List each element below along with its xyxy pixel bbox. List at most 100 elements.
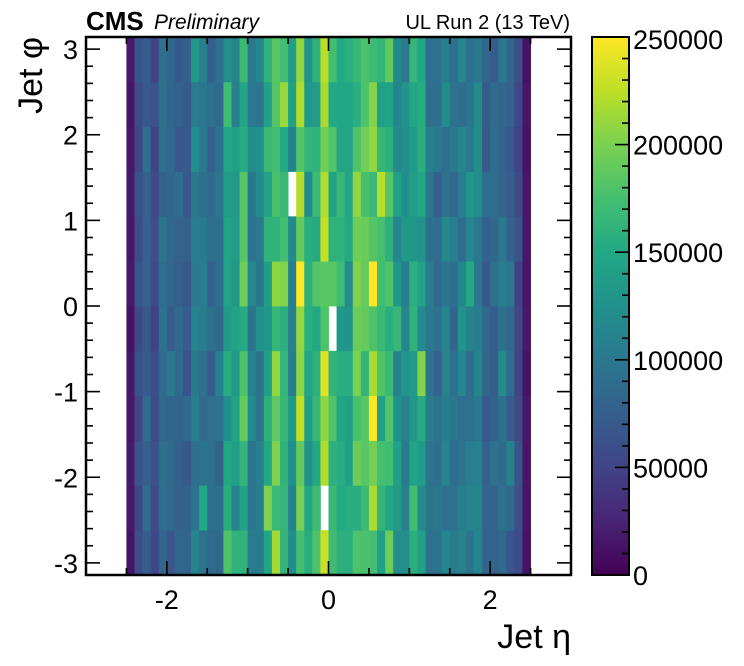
heatmap-cell: [368, 306, 378, 352]
heatmap-cell: [506, 126, 515, 172]
heatmap-cell: [490, 395, 499, 441]
heatmap-cell: [231, 216, 240, 262]
heatmap-cell: [457, 261, 467, 307]
heatmap-cell: [377, 530, 386, 576]
heatmap-cell: [498, 306, 507, 352]
heatmap-cell: [474, 216, 483, 262]
heatmap-cell: [522, 485, 531, 531]
heatmap-cell: [142, 485, 152, 531]
heatmap-cell: [255, 261, 265, 307]
x-tick-label: 2: [483, 585, 498, 615]
heatmap-cell: [368, 81, 378, 128]
heatmap-cell: [296, 350, 305, 397]
y-axis-title: Jet φ: [12, 37, 50, 114]
heatmap-cell: [425, 261, 434, 307]
heatmap-cell: [158, 126, 168, 172]
heatmap-cell: [271, 530, 281, 576]
heatmap-cell: [506, 530, 515, 576]
cms-label: CMS: [86, 6, 144, 36]
heatmap-cell: [247, 485, 257, 531]
heatmap-cell: [425, 37, 434, 83]
heatmap-cell: [344, 440, 354, 486]
heatmap-cell: [263, 81, 273, 128]
heatmap-cell: [328, 126, 337, 172]
heatmap-cell: [223, 216, 232, 262]
colorbar-tick-label: 50000: [633, 453, 708, 483]
heatmap-cell: [385, 306, 394, 352]
heatmap-cell: [336, 395, 346, 441]
heatmap-cell: [296, 171, 305, 217]
heatmap-cell: [271, 126, 281, 172]
heatmap-cell: [401, 171, 410, 217]
heatmap-cell: [142, 350, 152, 397]
heatmap-cell: [255, 440, 265, 486]
heatmap-cell: [465, 395, 475, 441]
heatmap-cell: [271, 81, 281, 128]
heatmap-cell: [425, 126, 434, 172]
heatmap-cell: [312, 81, 321, 128]
heatmap-cell: [449, 81, 459, 128]
heatmap-cell: [312, 216, 321, 262]
heatmap-cell: [215, 350, 224, 397]
heatmap-cell: [506, 171, 515, 217]
heatmap-cell: [126, 306, 135, 352]
heatmap-cell: [280, 306, 289, 352]
heatmap-cell: [409, 395, 418, 441]
heatmap-cell: [126, 395, 135, 441]
heatmap-cell: [360, 485, 370, 531]
heatmap-cell: [280, 37, 289, 83]
heatmap-cell: [328, 171, 337, 217]
heatmap-cell: [320, 37, 329, 83]
heatmap-cell: [191, 530, 200, 576]
heatmap-cell: [401, 485, 410, 531]
heatmap-cell: [425, 440, 434, 486]
heatmap-cell: [336, 171, 346, 217]
heatmap-cell: [409, 306, 418, 352]
heatmap-cell: [166, 350, 176, 397]
heatmap-cell: [255, 485, 265, 531]
heatmap-cell: [296, 81, 305, 128]
x-axis-ticks: -2 0 2: [85, 37, 572, 615]
heatmap-cell: [158, 440, 168, 486]
heatmap-cell: [271, 171, 281, 217]
heatmap-cell: [417, 530, 426, 576]
heatmap-cell: [231, 440, 240, 486]
heatmap-cell: [465, 126, 475, 172]
heatmap-cell: [296, 306, 305, 352]
heatmap-cell: [288, 261, 297, 307]
heatmap-cell: [158, 81, 168, 128]
heatmap-cell: [263, 126, 273, 172]
heatmap-cell: [247, 395, 257, 441]
heatmap-cell: [134, 216, 143, 262]
heatmap-cell: [425, 171, 434, 217]
colorbar-tick-label: 150000: [633, 238, 723, 268]
heatmap-cell: [320, 530, 329, 576]
heatmap-cell: [401, 216, 410, 262]
heatmap-cell: [368, 440, 378, 486]
heatmap-cell: [336, 81, 346, 128]
heatmap-cell: [126, 261, 135, 307]
heatmap-cell: [134, 261, 143, 307]
heatmap-cell: [207, 126, 216, 172]
heatmap-cell: [441, 171, 451, 217]
heatmap-cell: [482, 350, 491, 397]
heatmap-cell: [328, 485, 337, 531]
heatmap-cell: [223, 395, 232, 441]
heatmap-cell: [385, 126, 394, 172]
heatmap-cell: [280, 350, 289, 397]
heatmap-cell: [134, 440, 143, 486]
heatmap-cell: [401, 440, 410, 486]
heatmap-cell: [490, 261, 499, 307]
heatmap-cell: [247, 126, 257, 172]
heatmap-cell: [449, 261, 459, 307]
heatmap-cell: [215, 306, 224, 352]
heatmap-cell: [280, 81, 289, 128]
heatmap-cell: [239, 440, 249, 486]
heatmap-cell: [142, 395, 152, 441]
heatmap-cell: [207, 216, 216, 262]
heatmap-cell: [465, 485, 475, 531]
preliminary-label: Preliminary: [154, 11, 261, 34]
heatmap-cell: [199, 171, 208, 217]
heatmap-cell: [296, 485, 305, 531]
heatmap-cell: [255, 395, 265, 441]
